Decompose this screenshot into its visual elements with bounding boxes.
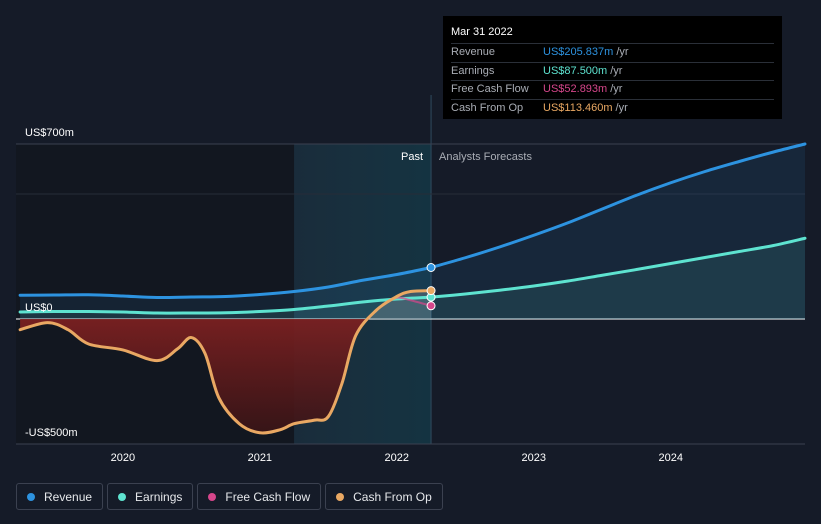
legend-item-free-cash-flow[interactable]: Free Cash Flow: [197, 483, 322, 510]
legend-item-cash-from-op[interactable]: Cash From Op: [325, 483, 443, 510]
x-tick-label: 2020: [111, 452, 135, 464]
legend: Revenue Earnings Free Cash Flow Cash Fro…: [16, 483, 447, 510]
tooltip-value: US$113.460m: [543, 101, 613, 114]
y-tick-label: US$700m: [25, 127, 74, 139]
x-tick-label: 2023: [522, 452, 546, 464]
tooltip: Mar 31 2022 Revenue US$205.837m /yr Earn…: [443, 16, 782, 119]
line-revenue-past: [18, 266, 433, 300]
y-tick-label: US$0: [25, 302, 53, 314]
tooltip-value: US$205.837m: [543, 46, 614, 58]
legend-label: Free Cash Flow: [225, 489, 311, 504]
legend-item-earnings[interactable]: Earnings: [107, 483, 194, 510]
legend-label: Earnings: [135, 489, 183, 504]
line-revenue-forecast: [429, 142, 807, 269]
area-cash-from-op-positive: [20, 290, 432, 319]
legend-dot-icon: [27, 492, 35, 501]
tooltip-unit: /yr: [610, 64, 623, 77]
tooltip-label: Revenue: [451, 46, 496, 58]
legend-label: Revenue: [44, 489, 93, 504]
point-revenue: [426, 263, 436, 272]
legend-item-revenue[interactable]: Revenue: [16, 483, 104, 510]
legend-dot-icon: [208, 492, 217, 501]
tooltip-label: Cash From Op: [451, 101, 524, 114]
tooltip-value: US$87.500m: [543, 64, 608, 77]
tooltip-unit: /yr: [610, 83, 623, 95]
line-earnings-past: [18, 295, 433, 315]
tooltip-unit: /yr: [616, 46, 629, 58]
legend-label: Cash From Op: [353, 489, 432, 504]
tooltip-row-cash-from-op: Cash From Op US$113.460m /yr: [451, 98, 774, 118]
x-tick-label: 2022: [385, 452, 409, 464]
tooltip-value: US$52.893m: [543, 83, 608, 95]
tooltip-label: Free Cash Flow: [451, 83, 529, 95]
point-cash-from-op: [426, 286, 436, 296]
tooltip-row-revenue: Revenue US$205.837m /yr: [451, 43, 774, 62]
area-earnings: [20, 238, 805, 319]
area-cash-from-op-negative: [20, 319, 432, 433]
point-free-cash-flow: [426, 301, 436, 311]
tooltip-date: Mar 31 2022: [451, 26, 513, 38]
line-earnings-forecast: [429, 236, 807, 299]
past-label: Past: [401, 151, 423, 163]
tooltip-label: Earnings: [451, 64, 495, 77]
tooltip-row-earnings: Earnings US$87.500m /yr: [451, 61, 774, 81]
forecast-label: Analysts Forecasts: [439, 151, 532, 163]
tooltip-unit: /yr: [615, 101, 628, 114]
legend-dot-icon: [336, 492, 345, 501]
y-tick-label: -US$500m: [25, 427, 78, 439]
tooltip-row-free-cash-flow: Free Cash Flow US$52.893m /yr: [451, 80, 774, 99]
x-tick-label: 2024: [659, 452, 683, 464]
line-cash-from-op: [18, 289, 433, 435]
legend-dot-icon: [118, 492, 127, 501]
x-tick-label: 2021: [248, 452, 272, 464]
